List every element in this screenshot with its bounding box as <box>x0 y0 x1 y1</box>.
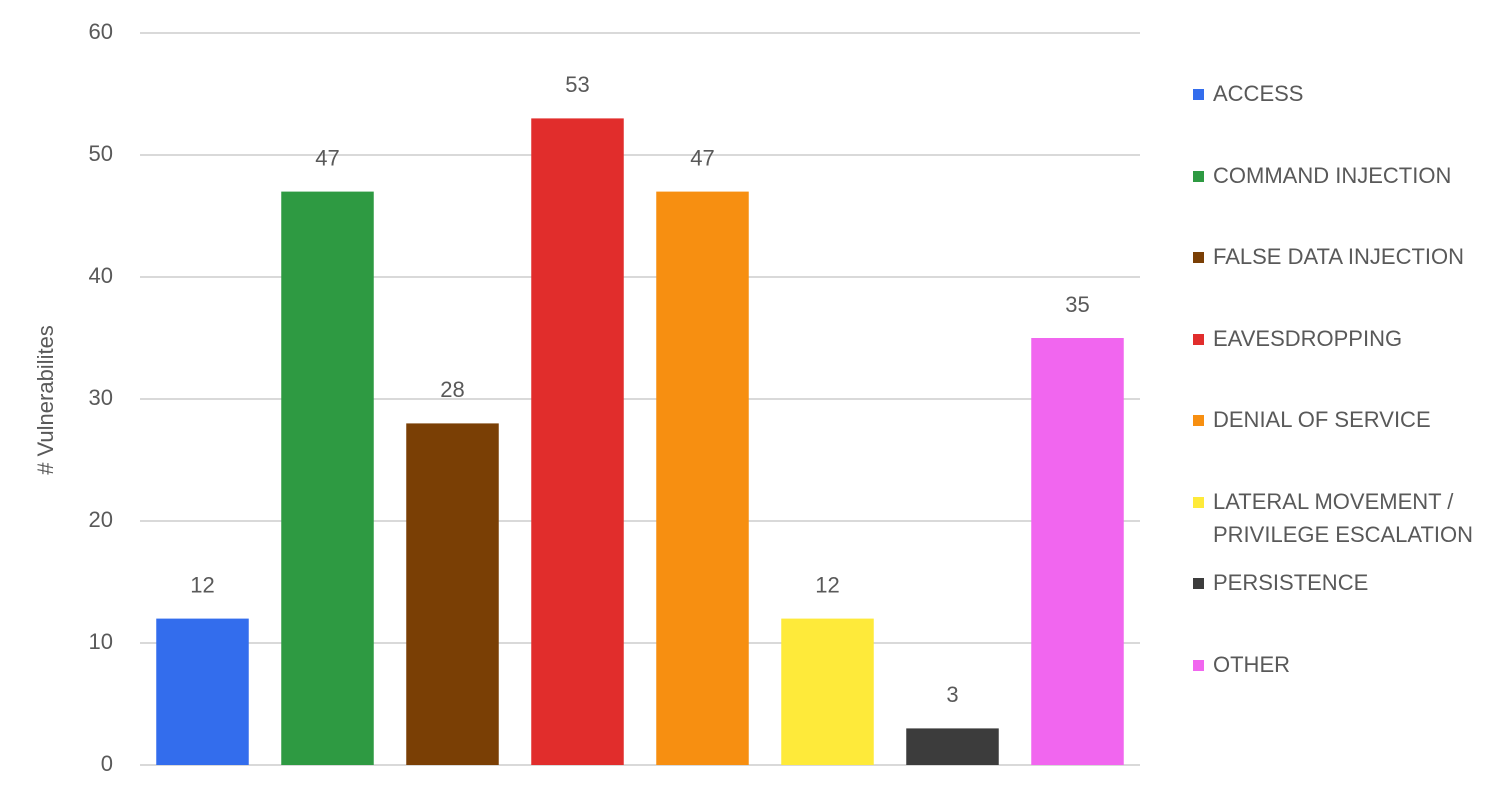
bar <box>906 728 999 765</box>
y-tick-label: 60 <box>89 19 113 44</box>
legend-label: PERSISTENCE <box>1213 570 1369 595</box>
legend-label: DENIAL OF SERVICE <box>1213 407 1431 432</box>
data-label: 35 <box>1065 292 1089 317</box>
bar <box>156 618 249 765</box>
y-tick-label: 0 <box>101 751 113 776</box>
legend-label: COMMAND INJECTION <box>1213 162 1452 188</box>
legend-item: COMMAND INJECTION <box>1193 163 1493 192</box>
bar <box>281 191 374 766</box>
data-label: 47 <box>315 145 339 170</box>
y-tick-label: 10 <box>89 629 113 654</box>
bar <box>656 191 749 766</box>
data-label: 28 <box>440 377 464 402</box>
legend-swatch <box>1193 415 1204 426</box>
legend-item: LATERAL MOVEMENT / PRIVILEGE ESCALATION <box>1193 489 1493 551</box>
legend-swatch <box>1193 333 1204 345</box>
data-label: 53 <box>565 72 589 97</box>
bar <box>781 618 874 765</box>
y-tick-label: 40 <box>89 263 113 288</box>
data-label: 3 <box>946 682 958 707</box>
legend-label: OTHER <box>1213 651 1290 677</box>
legend-item: ACCESS <box>1193 81 1493 110</box>
legend-label: FALSE DATA INJECTION <box>1213 244 1465 269</box>
data-label: 12 <box>815 572 839 597</box>
y-axis-title: # Vulnerabilites <box>33 325 58 475</box>
bar <box>406 423 499 765</box>
bar <box>1031 338 1124 765</box>
y-tick-label: 30 <box>89 385 113 410</box>
data-label: 47 <box>690 145 714 170</box>
bar <box>531 118 624 765</box>
legend-swatch <box>1193 578 1204 589</box>
legend-item: OTHER <box>1193 652 1493 681</box>
legend-swatch <box>1193 252 1204 263</box>
legend-swatch <box>1193 659 1204 671</box>
legend-swatch <box>1193 496 1204 508</box>
legend-item: PERSISTENCE <box>1193 570 1493 599</box>
legend-label: ACCESS <box>1213 81 1304 106</box>
y-tick-label: 20 <box>89 507 113 532</box>
legend-swatch <box>1193 170 1204 182</box>
legend-swatch <box>1193 89 1204 100</box>
y-tick-label: 50 <box>89 141 113 166</box>
data-label: 12 <box>190 572 214 597</box>
legend-item: DENIAL OF SERVICE <box>1193 407 1493 436</box>
legend-item: FALSE DATA INJECTION <box>1193 244 1493 273</box>
legend-item: EAVESDROPPING <box>1193 326 1493 355</box>
legend-label: LATERAL MOVEMENT / PRIVILEGE ESCALATION <box>1213 488 1474 547</box>
legend-label: EAVESDROPPING <box>1213 325 1403 351</box>
